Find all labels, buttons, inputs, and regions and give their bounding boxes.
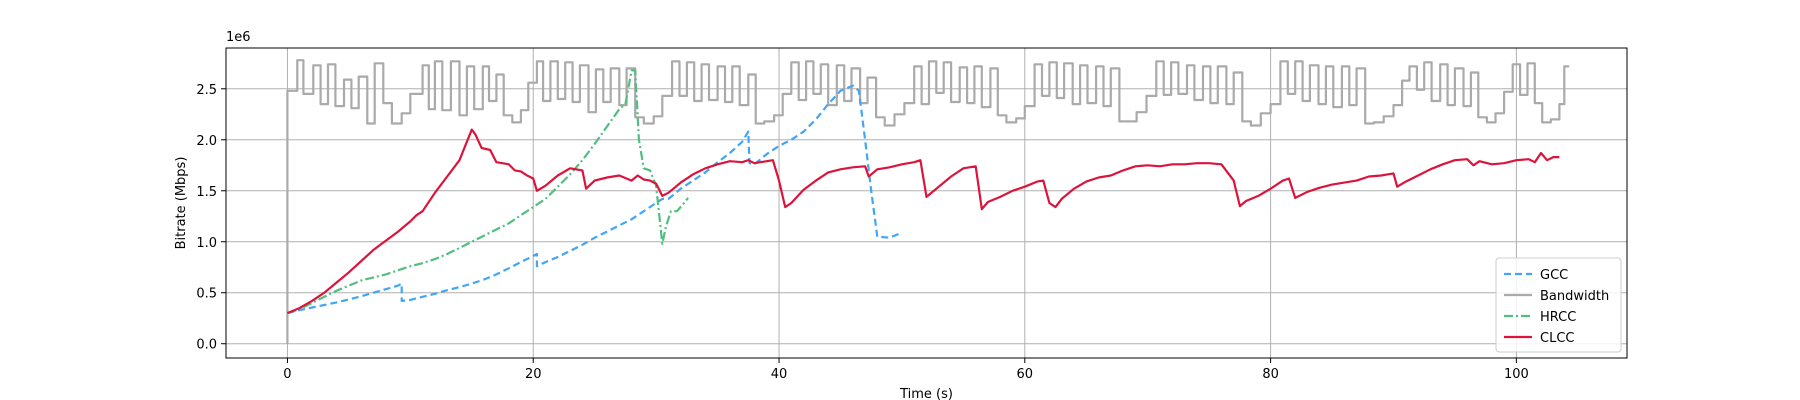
legend-label-bandwidth: Bandwidth [1540, 289, 1609, 304]
y-axis-label: Bitrate (Mbps) [174, 157, 189, 250]
axes-frame [225, 47, 1628, 359]
x-tick-label: 20 [525, 367, 542, 382]
x-axis-label: Time (s) [899, 387, 953, 400]
y-tick-label: 0.5 [196, 287, 217, 302]
series-line-clcc [286, 128, 1560, 315]
y-tick-label: 1.5 [196, 185, 217, 200]
x-tick-label: 60 [1017, 367, 1034, 382]
y-tick-label: 2.5 [196, 83, 217, 98]
series-line-bandwidth [286, 59, 1570, 344]
y-tick-label: 0.0 [196, 338, 217, 353]
x-tick-label: 0 [283, 367, 291, 382]
series-line-gcc [287, 84, 903, 315]
x-tick-label: 80 [1262, 367, 1279, 382]
legend: GCC Bandwidth HRCC CLCC [1495, 257, 1622, 353]
legend-box [1495, 257, 1622, 353]
y-tick-label: 1.0 [196, 236, 217, 251]
legend-label-hrcc: HRCC [1540, 310, 1576, 325]
legend-label-gcc: GCC [1540, 268, 1568, 283]
x-tick-label: 40 [771, 367, 788, 382]
y-offset-text: 1e6 [226, 30, 251, 45]
ticks: 0 20 40 60 80 100 0.0 0.5 1.0 1.5 2.0 2.5 [196, 83, 1528, 382]
series-layer [286, 59, 1570, 344]
series-line-hrcc [287, 69, 689, 315]
y-tick-label: 2.0 [196, 134, 217, 149]
x-tick-label: 100 [1504, 367, 1529, 382]
legend-label-clcc: CLCC [1540, 331, 1574, 346]
